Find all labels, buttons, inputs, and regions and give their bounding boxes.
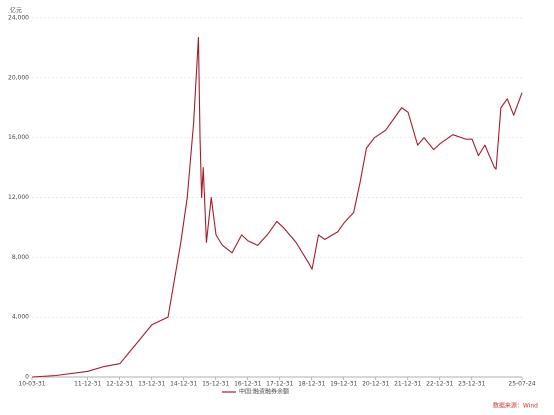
x-tick-label: 11-12-31 — [74, 381, 101, 388]
y-tick-label: 0 — [25, 374, 29, 381]
x-tick-label: 17-12-31 — [266, 381, 293, 388]
y-tick-label: 16,000 — [8, 134, 29, 141]
x-tick-label: 14-12-31 — [170, 381, 197, 388]
x-tick-label: 19-12-31 — [330, 381, 357, 388]
x-tick-label: 10-03-31 — [18, 381, 45, 388]
legend-label: 中国:融资融券余额 — [239, 388, 289, 396]
source: 数据来源：Wind — [493, 402, 538, 410]
x-tick-label: 16-12-31 — [234, 381, 261, 388]
x-tick-label: 22-12-31 — [426, 381, 453, 388]
x-tick-label: 23-12-31 — [458, 381, 485, 388]
y-unit: 亿元 — [10, 7, 22, 15]
x-tick-label: 20-12-31 — [362, 381, 389, 388]
x-tick-label: 15-12-31 — [202, 381, 229, 388]
y-tick-label: 12,000 — [8, 194, 29, 201]
line — [31, 36, 523, 378]
x-tick-label: 21-12-31 — [394, 381, 421, 388]
y-tick-label: 4,000 — [12, 314, 29, 321]
x-tick-label: 25-07-24 — [508, 381, 535, 388]
x-tick-label: 18-12-31 — [298, 381, 325, 388]
x-tick-label: 13-12-31 — [138, 381, 165, 388]
y-tick-label: 8,000 — [12, 254, 29, 261]
x-tick-label: 12-12-31 — [106, 381, 133, 388]
y-tick-label: 24,000 — [8, 15, 29, 22]
y-tick-label: 20,000 — [8, 74, 29, 81]
